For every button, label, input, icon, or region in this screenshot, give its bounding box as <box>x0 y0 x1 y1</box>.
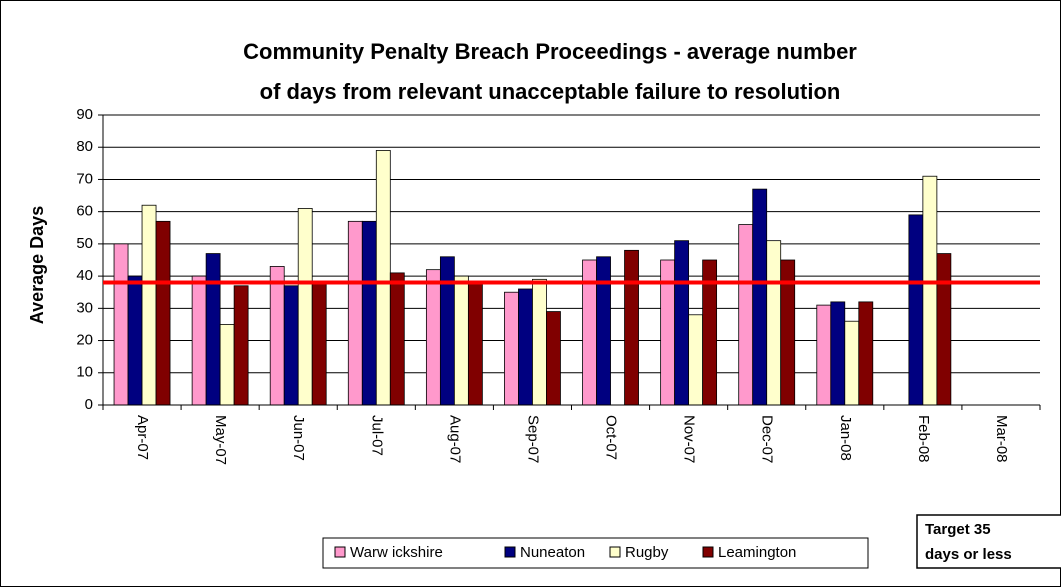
bar <box>908 214 924 406</box>
x-tick-label: Dec-07 <box>759 415 776 463</box>
bar <box>546 311 561 406</box>
legend-label: Warw ickshire <box>350 544 443 561</box>
y-tick-label: 50 <box>76 235 93 252</box>
bar <box>155 220 171 406</box>
legend-swatch <box>504 546 516 558</box>
bar <box>219 324 235 406</box>
bar <box>297 208 313 406</box>
x-tick-label: May-07 <box>212 415 229 465</box>
bar <box>936 253 952 406</box>
bar <box>844 320 860 406</box>
legend-swatch <box>702 546 714 558</box>
x-tick-label: Jul-07 <box>368 415 385 456</box>
y-tick-label: 70 <box>76 170 93 187</box>
y-tick-label: 30 <box>76 299 93 316</box>
bar <box>766 240 782 406</box>
bar <box>375 150 391 406</box>
bar <box>113 243 129 406</box>
bar <box>504 291 519 406</box>
legend-swatch <box>609 546 621 558</box>
x-tick-label: Aug-07 <box>446 415 463 463</box>
x-tick-label: Jan-08 <box>837 415 854 461</box>
chart-title: of days from relevant unacceptable failu… <box>260 79 841 104</box>
y-tick-label: 10 <box>76 364 93 381</box>
y-tick-label: 60 <box>76 203 93 220</box>
x-tick-label: Sep-07 <box>524 415 541 463</box>
bar <box>738 224 754 406</box>
bar <box>674 240 690 406</box>
bar <box>205 253 221 406</box>
x-tick-label: Oct-07 <box>603 415 620 460</box>
bar <box>752 188 768 406</box>
legend-label: Leamington <box>718 544 796 561</box>
x-tick-label: Apr-07 <box>134 415 151 460</box>
bar <box>467 282 483 406</box>
bar <box>283 285 299 406</box>
x-tick-label: Mar-08 <box>993 415 1010 463</box>
bar <box>127 275 143 406</box>
bar <box>688 314 704 406</box>
bar <box>596 256 611 406</box>
y-tick-label: 0 <box>85 396 93 413</box>
bar <box>141 204 157 406</box>
x-tick-label: Jun-07 <box>290 415 307 461</box>
legend <box>322 537 869 569</box>
bar <box>830 301 846 406</box>
bar <box>518 288 533 406</box>
bar <box>191 275 207 406</box>
y-tick-label: 90 <box>76 106 93 123</box>
bar <box>233 285 249 406</box>
y-axis-label: Average Days <box>27 206 47 324</box>
y-tick-label: 20 <box>76 332 93 349</box>
bar <box>532 278 547 406</box>
bar <box>389 272 405 406</box>
legend-label: Rugby <box>625 544 669 561</box>
x-tick-label: Nov-07 <box>681 415 698 463</box>
legend-swatch <box>334 546 346 558</box>
bar <box>311 282 327 406</box>
bar <box>816 304 832 406</box>
bar <box>922 175 938 406</box>
bar <box>269 266 285 406</box>
legend-label: Nuneaton <box>520 544 585 561</box>
y-tick-label: 80 <box>76 138 93 155</box>
bar <box>439 256 455 406</box>
annotation: days or less <box>925 546 1012 563</box>
annotation-box <box>916 514 1061 569</box>
bar <box>624 249 639 406</box>
y-tick-label: 40 <box>76 267 93 284</box>
bar <box>453 275 469 406</box>
bar <box>858 301 874 406</box>
bar <box>361 220 377 406</box>
annotation: Target 35 <box>925 521 991 538</box>
bar <box>425 269 441 406</box>
bar <box>347 220 363 406</box>
chart-title: Community Penalty Breach Proceedings - a… <box>243 39 857 64</box>
x-tick-label: Feb-08 <box>915 415 932 463</box>
